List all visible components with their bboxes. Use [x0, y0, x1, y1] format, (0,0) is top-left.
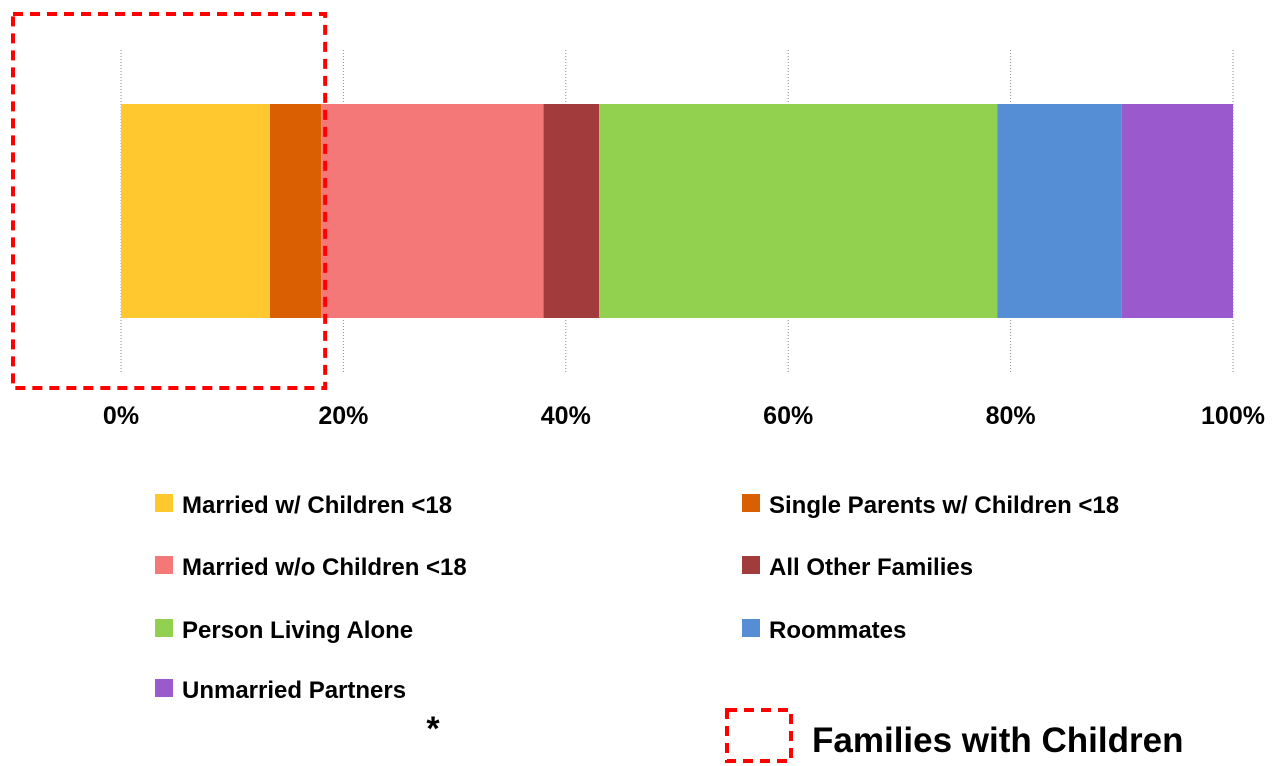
- legend: Married w/ Children <18 Single Parents w/…: [155, 492, 1119, 704]
- x-tick-label: 0%: [103, 402, 139, 430]
- legend-swatch: [155, 619, 173, 637]
- legend-label: Unmarried Partners: [182, 677, 406, 704]
- legend-swatch: [155, 556, 173, 574]
- bar-segment-3: [321, 104, 544, 318]
- bar-segment-7: [1121, 104, 1233, 318]
- bar-segment-4: [543, 104, 600, 318]
- legend-label: Married w/o Children <18: [182, 554, 467, 581]
- bar-segment-6: [997, 104, 1122, 318]
- legend-item: Single Parents w/ Children <18: [742, 492, 1119, 519]
- legend-swatch: [155, 494, 173, 512]
- bar-segment-2: [270, 104, 322, 318]
- footnote-asterisk: *: [426, 710, 440, 748]
- legend-swatch: [742, 619, 760, 637]
- annotations: * Families with Children: [426, 708, 1183, 763]
- x-tick-label: 100%: [1201, 402, 1265, 430]
- legend-label: Roommates: [769, 617, 906, 644]
- legend-swatch: [742, 556, 760, 574]
- legend-item: Married w/ Children <18: [155, 492, 452, 519]
- legend-item: Unmarried Partners: [155, 677, 406, 704]
- x-tick-label: 40%: [541, 402, 591, 430]
- legend-item: Person Living Alone: [155, 617, 413, 644]
- legend-item: All Other Families: [742, 554, 973, 581]
- legend-label: All Other Families: [769, 554, 973, 581]
- x-tick-label: 80%: [986, 402, 1036, 430]
- highlight-box: [11, 12, 328, 390]
- bar-segments: [121, 104, 1233, 318]
- legend-label: Person Living Alone: [182, 617, 413, 644]
- legend-swatch: [155, 679, 173, 697]
- bar-segment-5: [599, 104, 998, 318]
- legend-label: Married w/ Children <18: [182, 492, 452, 519]
- x-tick-label: 20%: [318, 402, 368, 430]
- highlight-key-swatch: [725, 708, 793, 763]
- x-tick-label: 60%: [763, 402, 813, 430]
- legend-item: Married w/o Children <18: [155, 554, 467, 581]
- bar-segment-1: [121, 104, 271, 318]
- legend-label: Single Parents w/ Children <18: [769, 492, 1119, 519]
- x-axis-tick-labels: 0% 20% 40% 60% 80% 100%: [103, 402, 1265, 430]
- legend-swatch: [742, 494, 760, 512]
- legend-item: Roommates: [742, 617, 906, 644]
- families-with-children-highlight: [11, 12, 328, 390]
- highlight-key-label: Families with Children: [812, 721, 1183, 760]
